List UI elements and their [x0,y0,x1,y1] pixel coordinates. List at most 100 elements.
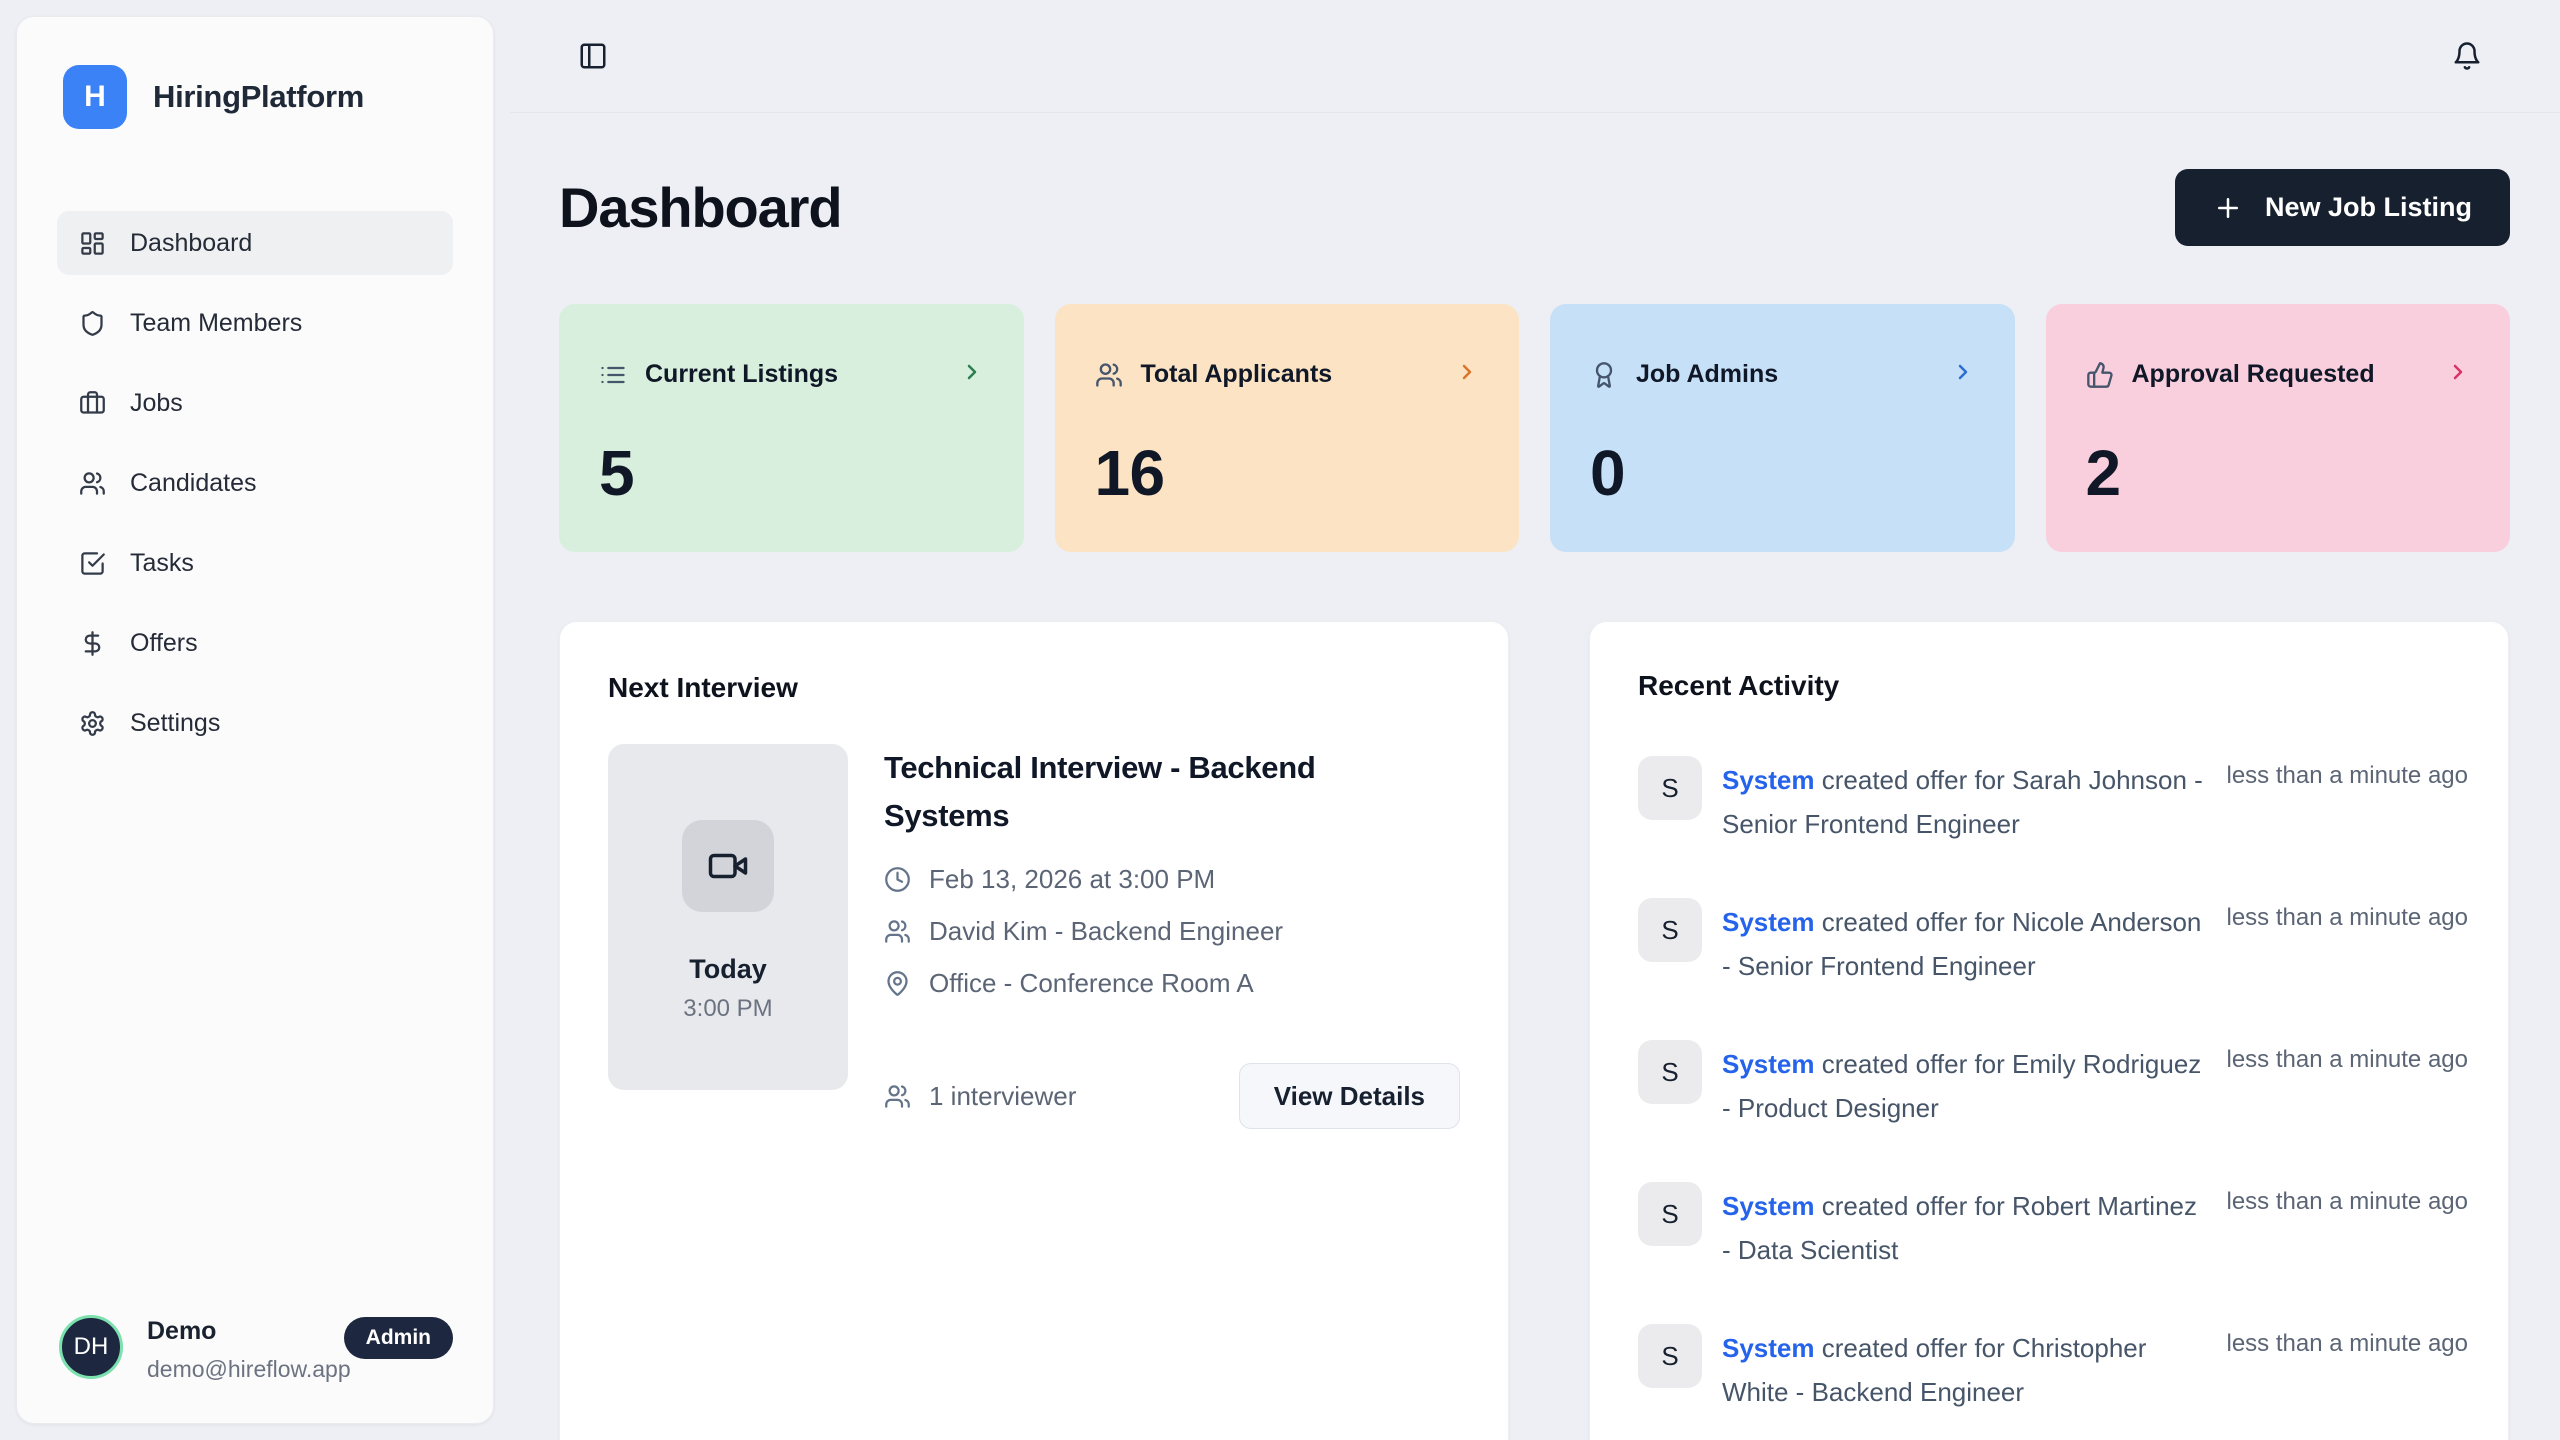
video-camera-icon [708,853,748,879]
chevron-right-icon [960,360,984,389]
interview-footer: 1 interviewer View Details [884,1063,1460,1129]
sidebar-item-tasks[interactable]: Tasks [57,531,453,595]
brand: H HiringPlatform [57,65,453,129]
sidebar-toggle-button[interactable] [572,35,614,77]
sidebar-item-jobs[interactable]: Jobs [57,371,453,435]
page-title: Dashboard [559,176,843,239]
activity-actor[interactable]: System [1722,1191,1815,1221]
stat-value: 0 [1590,437,1626,509]
activity-avatar: S [1638,898,1702,962]
sidebar-item-dashboard[interactable]: Dashboard [57,211,453,275]
stat-label: Approval Requested [2131,360,2375,388]
dollar-icon [84,630,101,656]
stat-card-job-admins[interactable]: Job Admins 0 [1550,304,2015,552]
list-icon [601,366,625,383]
clock-icon [885,867,910,892]
stat-card-total-applicants[interactable]: Total Applicants 16 [1054,304,1519,552]
stat-value: 16 [1094,437,1166,509]
plus-icon [2217,197,2238,218]
interview-meta: Feb 13, 2026 at 3:00 PM David Kim - Back… [884,864,1460,999]
interview-candidate-row: David Kim - Backend Engineer [884,916,1460,947]
activity-timestamp: less than a minute ago [2226,904,2469,931]
award-icon [1595,361,1613,388]
sidebar-item-offers[interactable]: Offers [57,611,453,675]
activity-text: System created offer for Emily Rodriguez… [1722,1040,2207,1130]
users-icon [885,1084,910,1108]
next-interview-title: Next Interview [608,672,798,703]
chevron-right-icon [1951,360,1975,389]
interview-info: Technical Interview - Backend Systems Fe… [884,744,1460,1129]
activity-actor[interactable]: System [1722,1049,1815,1079]
activity-description: created offer for Robert Martinez - Data… [1722,1191,2197,1265]
interview-time: 3:00 PM [683,995,773,1022]
main-area: Dashboard New Job Listing Current Listin… [510,0,2560,1440]
sidebar-item-label: Team Members [130,308,303,337]
stat-label: Current Listings [645,360,839,388]
sidebar-item-label: Dashboard [130,228,253,257]
app-name: HiringPlatform [153,79,364,114]
topbar [510,0,2560,113]
activity-actor[interactable]: System [1722,1333,1815,1363]
interviewer-count: 1 interviewer [929,1080,1077,1111]
activity-timestamp: less than a minute ago [2226,1330,2469,1357]
activity-actor[interactable]: System [1722,765,1815,795]
activity-avatar: S [1638,1182,1702,1246]
app-logo-letter: H [84,80,106,113]
interview-location: Office - Conference Room A [929,968,1254,998]
check-square-icon [81,551,105,575]
activity-text: System created offer for Nicole Anderson… [1722,898,2207,988]
activity-actor[interactable]: System [1722,907,1815,937]
users-icon [885,920,910,943]
activity-row: S System created offer for Nicole Anders… [1638,898,2468,988]
briefcase-icon [80,390,105,414]
thumbs-up-icon [2086,361,2113,388]
shield-icon [82,310,103,336]
new-job-listing-label: New Job Listing [2264,192,2472,222]
stat-head: Job Admins [1590,360,1975,389]
chevron-right-icon [2446,360,2470,389]
activity-row: S System created offer for Emily Rodrigu… [1638,1040,2468,1130]
interview-location-row: Office - Conference Room A [884,968,1460,999]
notifications-button[interactable] [2446,35,2488,77]
activity-timestamp: less than a minute ago [2226,762,2469,789]
user-profile[interactable]: DH Demo demo@hireflow.app Admin [57,1315,453,1383]
sidebar-item-settings[interactable]: Settings [57,691,453,755]
avatar: DH [59,1315,123,1379]
page-head: Dashboard New Job Listing [559,169,2510,246]
sidebar-region: H HiringPlatform Dashboard Team Members … [0,0,510,1440]
user-name: Demo [147,1317,217,1345]
panels-row: Next Interview Today 3:00 PM Technical I… [559,621,2510,1440]
sidebar: H HiringPlatform Dashboard Team Members … [16,16,494,1424]
activity-timestamp: less than a minute ago [2226,1046,2469,1073]
stat-head: Approval Requested [2086,360,2471,389]
activity-list: S System created offer for Sarah Johnson… [1638,756,2468,1440]
bell-icon [2454,42,2480,70]
new-job-listing-button[interactable]: New Job Listing [2174,169,2510,246]
sidebar-item-label: Candidates [130,468,257,497]
interview-datetime: Feb 13, 2026 at 3:00 PM [929,864,1216,894]
activity-avatar: S [1638,1040,1702,1104]
activity-avatar: S [1638,756,1702,820]
app-logo: H [63,65,127,129]
panel-left-icon [580,43,606,69]
interviewer-count-row: 1 interviewer [884,1081,1076,1112]
stats-row: Current Listings 5 Total Applicants 16 [559,304,2510,552]
activity-text: System created offer for Sarah Johnson -… [1722,756,2207,846]
user-email: demo@hireflow.app [147,1356,351,1382]
stat-card-current-listings[interactable]: Current Listings 5 [559,304,1024,552]
sidebar-item-candidates[interactable]: Candidates [57,451,453,515]
view-details-button[interactable]: View Details [1238,1063,1460,1129]
dashboard-icon [81,231,104,255]
users-icon [80,471,105,495]
sidebar-item-label: Settings [130,708,221,737]
sidebar-item-team-members[interactable]: Team Members [57,291,453,355]
sidebar-item-label: Offers [130,628,198,657]
stat-value: 5 [599,437,635,509]
activity-row: S System created offer for Christopher W… [1638,1324,2468,1414]
next-interview-card: Next Interview Today 3:00 PM Technical I… [559,621,1509,1440]
user-meta: Demo demo@hireflow.app [147,1315,351,1383]
stat-label: Total Applicants [1140,360,1333,388]
stat-card-approval-requested[interactable]: Approval Requested 2 [2045,304,2510,552]
interview-datetime-row: Feb 13, 2026 at 3:00 PM [884,864,1460,895]
stat-head: Total Applicants [1095,360,1480,389]
